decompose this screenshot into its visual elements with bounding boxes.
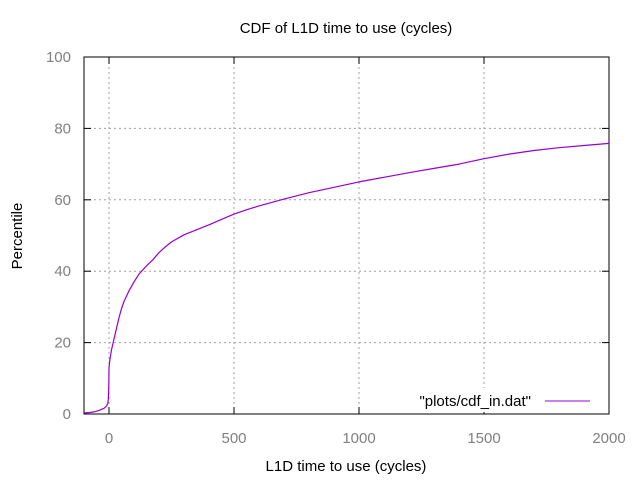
x-tick-label: 500 <box>221 430 246 447</box>
y-tick-label: 40 <box>54 263 71 280</box>
y-tick-label: 20 <box>54 335 71 352</box>
y-tick-label: 80 <box>54 120 71 137</box>
y-axis-label: Percentile <box>9 203 26 270</box>
x-tick-label: 1500 <box>467 430 500 447</box>
x-tick-label: 0 <box>105 430 113 447</box>
y-tick-label: 100 <box>46 49 71 66</box>
series-layer <box>83 142 610 414</box>
x-tick-label: 2000 <box>592 430 625 447</box>
x-axis-label: L1D time to use (cycles) <box>266 458 427 475</box>
legend-background <box>360 388 608 412</box>
y-tick-label: 0 <box>63 406 71 423</box>
plot-border <box>83 56 610 415</box>
legend: "plots/cdf_in.dat" <box>360 388 608 412</box>
x-tick-label: 1000 <box>342 430 375 447</box>
legend-label: "plots/cdf_in.dat" <box>419 393 531 410</box>
y-tick-label: 60 <box>54 192 71 209</box>
grid-lines <box>84 57 609 414</box>
series-line <box>83 142 610 414</box>
chart-title: CDF of L1D time to use (cycles) <box>240 20 453 37</box>
